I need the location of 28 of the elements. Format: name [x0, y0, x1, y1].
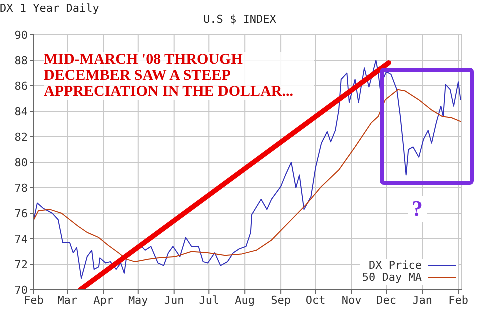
annotation: MID-MARCH '08 THROUGH DECEMBER SAW A STEEP APPRECIATION IN THE DOLLAR...: [44, 52, 314, 100]
y-tick-label: 72: [14, 258, 28, 272]
chart-subtitle: DX 1 Year Daily: [0, 2, 100, 15]
y-tick-label: 74: [14, 232, 28, 246]
x-tick-label: Aug: [235, 294, 256, 307]
x-tick-label: Apr: [94, 294, 114, 307]
x-tick-label: Mar: [58, 294, 78, 307]
chart-title: U.S $ INDEX: [204, 13, 276, 26]
x-tick-label: Nov: [342, 294, 362, 307]
x-tick-label: Jul: [199, 294, 220, 307]
y-tick-label: 82: [14, 130, 28, 144]
x-tick-label: Jun: [164, 294, 184, 307]
y-tick-label: 90: [14, 28, 28, 42]
y-tick-label: 78: [14, 182, 28, 195]
annotation: ?: [408, 196, 427, 222]
legend-label: 50 Day MA: [362, 271, 422, 284]
x-tick-label: Oct: [306, 294, 326, 307]
y-tick-label: 76: [14, 207, 28, 220]
y-tick-label: 86: [14, 80, 28, 93]
legend-label: DX Price: [369, 259, 422, 272]
y-tick-label: 80: [14, 156, 28, 170]
x-tick-label: Sep: [271, 294, 291, 307]
x-tick-label: May: [128, 294, 149, 307]
y-tick-label: 88: [14, 54, 28, 68]
x-tick-label: Dec: [376, 294, 397, 307]
x-tick-label: Feb: [448, 294, 468, 307]
y-tick-label: 84: [14, 105, 28, 118]
x-tick-label: Jan: [412, 294, 432, 307]
